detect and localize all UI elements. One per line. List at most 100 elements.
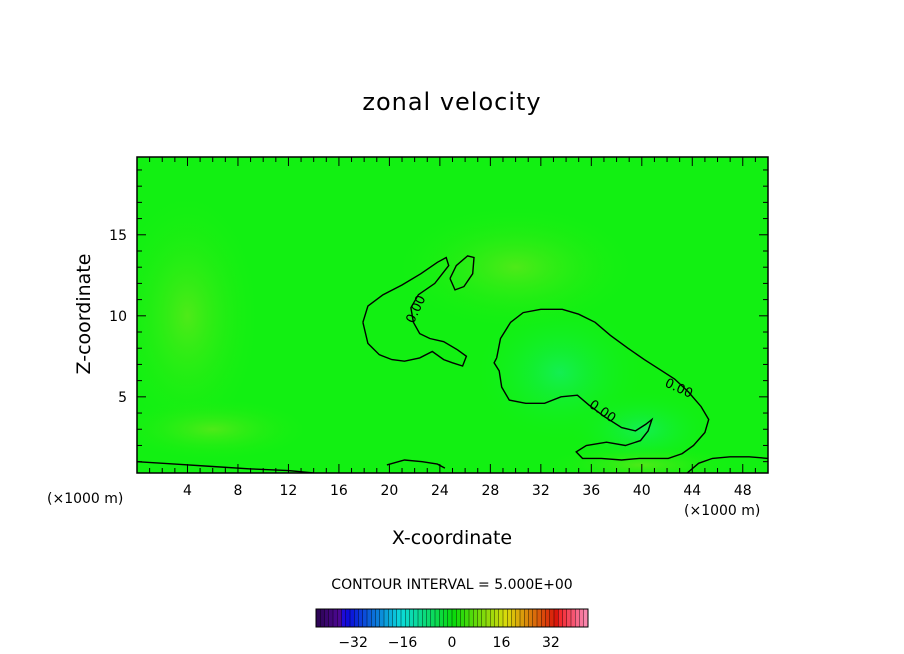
colorbar-swatch bbox=[460, 609, 466, 627]
colorbar-swatch bbox=[316, 609, 321, 627]
colorbar-swatch bbox=[422, 609, 427, 627]
field-shading-3 bbox=[389, 202, 642, 333]
x-axis-label: X-coordinate bbox=[391, 527, 513, 549]
field-shading-2 bbox=[137, 186, 264, 446]
colorbar-tick-label: 32 bbox=[542, 635, 560, 651]
y-axis-label: Z-coordinate bbox=[73, 253, 95, 375]
x-unit-right: (×1000 m) bbox=[684, 503, 761, 519]
colorbar-swatch bbox=[477, 609, 483, 627]
x-tick-label: 36 bbox=[582, 483, 600, 499]
colorbar-tick-label: 16 bbox=[493, 635, 511, 651]
y-tick-label: 5 bbox=[118, 390, 127, 406]
colorbar-swatch bbox=[401, 609, 406, 627]
x-tick-label: 28 bbox=[481, 483, 499, 499]
colorbar-swatch bbox=[388, 609, 393, 627]
zero-contour-2 bbox=[493, 308, 710, 461]
colorbar-swatch bbox=[562, 609, 568, 627]
x-tick-label: 4 bbox=[183, 483, 192, 499]
colorbar-frame bbox=[315, 608, 589, 628]
colorbar-swatch bbox=[418, 609, 423, 627]
x-tick-label: 24 bbox=[431, 483, 449, 499]
colorbar-swatch bbox=[524, 609, 529, 627]
colorbar-swatch bbox=[549, 609, 555, 627]
colorbar-swatch bbox=[320, 609, 325, 627]
colorbar-swatch bbox=[494, 609, 500, 627]
colorbar-swatch bbox=[566, 609, 572, 627]
colorbar-swatch bbox=[409, 609, 415, 627]
colorbar-swatch bbox=[554, 609, 559, 627]
colorbar-swatch bbox=[358, 609, 364, 627]
colorbar-swatch bbox=[520, 609, 525, 627]
colorbar-swatch bbox=[435, 609, 440, 627]
colorbar-swatch bbox=[511, 609, 517, 627]
colorbar-swatch bbox=[558, 609, 563, 627]
colorbar-swatch bbox=[452, 609, 457, 627]
colorbar-swatch bbox=[579, 609, 585, 627]
colorbar-swatch bbox=[371, 609, 376, 627]
x-tick-label: 16 bbox=[330, 483, 348, 499]
x-tick-label: 32 bbox=[532, 483, 550, 499]
x-tick-label: 20 bbox=[380, 483, 398, 499]
colorbar-swatch bbox=[571, 609, 576, 627]
colorbar-swatch bbox=[507, 609, 512, 627]
velocity-field bbox=[137, 157, 768, 473]
colorbar-swatch bbox=[328, 609, 334, 627]
colorbar-swatch bbox=[545, 609, 551, 627]
colorbar-swatch bbox=[392, 609, 398, 627]
colorbar-swatch bbox=[537, 609, 542, 627]
colorbar-swatch bbox=[464, 609, 470, 627]
colorbar-swatch bbox=[439, 609, 444, 627]
colorbar-swatch bbox=[341, 609, 347, 627]
zero-contour-0 bbox=[362, 256, 468, 367]
colorbar-swatch bbox=[350, 609, 355, 627]
colorbar-swatch bbox=[583, 609, 589, 627]
colorbar-swatch bbox=[430, 609, 436, 627]
field-shading-5 bbox=[137, 396, 314, 462]
x-tick-label: 8 bbox=[233, 483, 242, 499]
colorbar-swatch bbox=[532, 609, 538, 627]
zero-contour-1 bbox=[449, 255, 475, 291]
colorbar-swatch bbox=[515, 609, 521, 627]
colorbar-swatch bbox=[379, 609, 385, 627]
zero-contour-5 bbox=[686, 456, 768, 473]
x-tick-label: 12 bbox=[280, 483, 298, 499]
x-axis-ticks: 4 8 12 16 20 24 28 32 36 40 44 48 bbox=[149, 157, 756, 499]
colorbar-tick-label: −16 bbox=[388, 635, 418, 651]
colorbar-swatch bbox=[345, 609, 351, 627]
colorbar-swatch bbox=[405, 609, 410, 627]
colorbar-swatch bbox=[337, 609, 342, 627]
colorbar: −32 −16 0 16 32 bbox=[315, 608, 589, 651]
colorbar-tick-label: 0 bbox=[448, 635, 457, 651]
colorbar-tick-label: −32 bbox=[338, 635, 368, 651]
colorbar-swatch bbox=[473, 609, 478, 627]
colorbar-swatch bbox=[486, 609, 491, 627]
colorbar-swatch bbox=[447, 609, 453, 627]
colorbar-swatch bbox=[367, 609, 372, 627]
zero-contours bbox=[137, 255, 768, 473]
colorbar-swatch bbox=[324, 609, 330, 627]
y-tick-label: 15 bbox=[109, 228, 127, 244]
colorbar-swatch bbox=[354, 609, 359, 627]
chart-title: zonal velocity bbox=[362, 88, 542, 116]
contour-interval: CONTOUR INTERVAL = 5.000E+00 bbox=[331, 577, 573, 593]
colorbar-swatch bbox=[443, 609, 449, 627]
colorbar-swatch bbox=[469, 609, 474, 627]
colorbar-swatch bbox=[333, 609, 338, 627]
colorbar-swatch bbox=[413, 609, 419, 627]
colorbar-swatch bbox=[362, 609, 368, 627]
colorbar-swatch bbox=[375, 609, 381, 627]
colorbar-swatch bbox=[384, 609, 389, 627]
colorbar-swatch bbox=[575, 609, 580, 627]
colorbar-swatch bbox=[426, 609, 432, 627]
colorbar-swatch bbox=[528, 609, 534, 627]
y-tick-label: 10 bbox=[109, 309, 127, 325]
colorbar-swatch bbox=[498, 609, 504, 627]
colorbar-swatch bbox=[456, 609, 461, 627]
x-tick-label: 44 bbox=[683, 483, 701, 499]
x-tick-label: 48 bbox=[734, 483, 752, 499]
colorbar-swatch bbox=[396, 609, 402, 627]
colorbar-swatch bbox=[481, 609, 487, 627]
zero-contour-3 bbox=[137, 461, 314, 473]
y-axis-ticks: 5 10 15 bbox=[109, 169, 768, 463]
